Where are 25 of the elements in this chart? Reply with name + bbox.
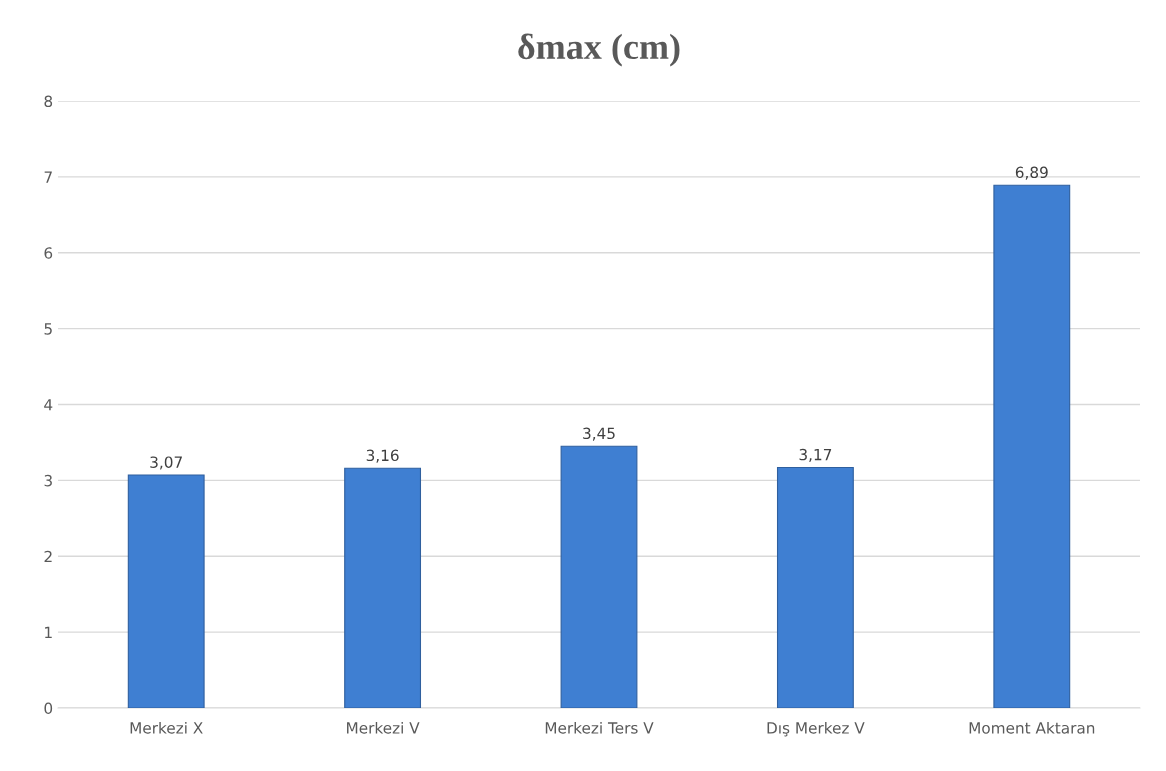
y-tick-label: 8 [44,95,53,108]
x-tick-label: Merkezi Ters V [545,721,654,734]
y-tick-label: 0 [44,702,53,715]
y-tick-label: 5 [44,323,52,335]
data-label: 3,45 [583,427,615,441]
chart-title: δmax (cm) [518,33,680,67]
y-tick-label: 1 [45,626,52,638]
x-tick-label: Merkezi V [347,721,420,734]
y-tick-label: 7 [44,171,52,183]
y-tick-label: 2 [44,550,52,563]
y-tick-label: 3 [44,474,52,487]
y-tick-label: 4 [44,399,53,411]
bar [560,445,638,708]
y-tick-label: 6 [44,247,53,259]
bar [776,466,854,708]
x-tick-label: Merkezi X [130,721,203,734]
data-label: 6,89 [1015,166,1048,180]
data-label: 3,16 [366,449,399,463]
data-label: 3,07 [150,456,182,470]
data-label: 3,17 [799,448,832,462]
bar [344,467,422,708]
x-tick-label: Moment Aktaran [969,721,1095,734]
bar [127,474,205,708]
bar [993,184,1071,708]
x-tick-label: Dış Merkez V [767,721,865,737]
